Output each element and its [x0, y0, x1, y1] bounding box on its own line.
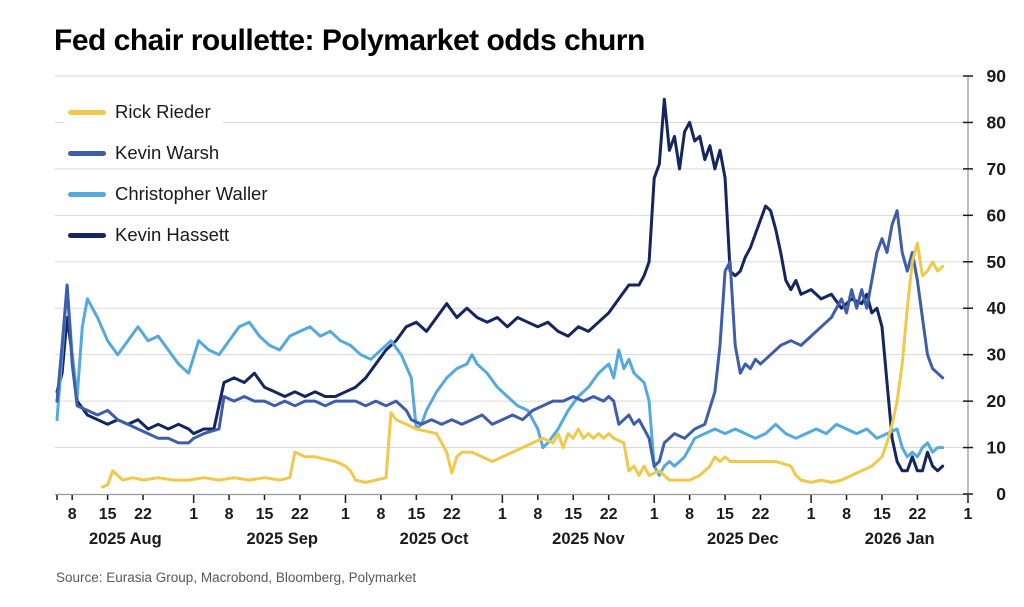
x-tick-label: 8 [376, 506, 385, 523]
x-tick-label: 8 [533, 506, 542, 523]
x-tick-label: 15 [256, 506, 274, 523]
legend-swatch-icon [68, 109, 106, 115]
y-tick-label: 50 [987, 252, 1007, 272]
x-tick-label: 22 [600, 506, 618, 523]
legend-swatch-icon [68, 150, 106, 156]
x-tick-label: 22 [443, 506, 461, 523]
x-tick-label: 1 [807, 506, 816, 523]
y-tick-label: 0 [996, 484, 1006, 504]
y-tick-label: 20 [987, 391, 1007, 411]
legend-item-kevin-hassett: Kevin Hassett [64, 223, 242, 247]
x-month-label: 2026 Jan [865, 530, 935, 548]
series-line-kevin-warsh [55, 209, 945, 468]
x-tick-label: 22 [291, 506, 309, 523]
source-note: Source: Eurasia Group, Macrobond, Bloomb… [56, 570, 417, 585]
y-tick-label: 30 [987, 345, 1007, 365]
x-month-label: 2025 Sep [246, 530, 318, 548]
x-tick-label: 8 [685, 506, 694, 523]
legend-label: Rick Rieder [115, 101, 211, 122]
y-tick-label: 10 [987, 438, 1007, 458]
legend-label: Kevin Hassett [115, 224, 230, 245]
y-tick-label: 90 [987, 66, 1007, 86]
y-tick-label: 60 [987, 205, 1007, 225]
x-tick-label: 22 [134, 506, 152, 523]
x-month-label: 2025 Oct [400, 530, 469, 548]
x-tick-label: 8 [225, 506, 234, 523]
series-line-kevin-hassett [55, 97, 945, 473]
x-tick-label: 1 [964, 506, 973, 523]
legend-label: Christopher Waller [115, 183, 268, 204]
x-tick-label: 15 [716, 506, 734, 523]
x-month-label: 2025 Dec [707, 530, 779, 548]
x-tick-label: 22 [752, 506, 770, 523]
legend-item-rick-rieder: Rick Rieder [64, 100, 223, 124]
x-tick-label: 15 [407, 506, 425, 523]
series-line-rick-rieder [101, 241, 945, 489]
y-tick-label: 40 [987, 298, 1007, 318]
legend-item-christopher-waller: Christopher Waller [64, 182, 280, 206]
x-tick-label: 15 [99, 506, 117, 523]
x-tick-label: 1 [650, 506, 659, 523]
y-tick-label: 70 [987, 159, 1007, 179]
series-line-christopher-waller [55, 283, 945, 477]
chart-title: Fed chair roullette: Polymarket odds chu… [54, 24, 645, 57]
x-tick-label: 8 [842, 506, 851, 523]
chart-legend: Rick Rieder Kevin Warsh Christopher Waller… [64, 100, 280, 247]
legend-swatch-icon [68, 232, 106, 238]
x-tick-label: 22 [908, 506, 926, 523]
legend-label: Kevin Warsh [115, 142, 220, 163]
legend-swatch-icon [68, 191, 106, 197]
x-tick-label: 1 [189, 506, 198, 523]
x-tick-label: 15 [873, 506, 891, 523]
x-month-label: 2025 Aug [89, 530, 162, 548]
legend-item-kevin-warsh: Kevin Warsh [64, 141, 232, 165]
x-month-label: 2025 Nov [552, 530, 625, 548]
y-tick-label: 80 [987, 112, 1007, 132]
x-tick-label: 1 [341, 506, 350, 523]
x-tick-label: 15 [564, 506, 582, 523]
x-tick-label: 1 [498, 506, 507, 523]
x-tick-label: 8 [68, 506, 77, 523]
